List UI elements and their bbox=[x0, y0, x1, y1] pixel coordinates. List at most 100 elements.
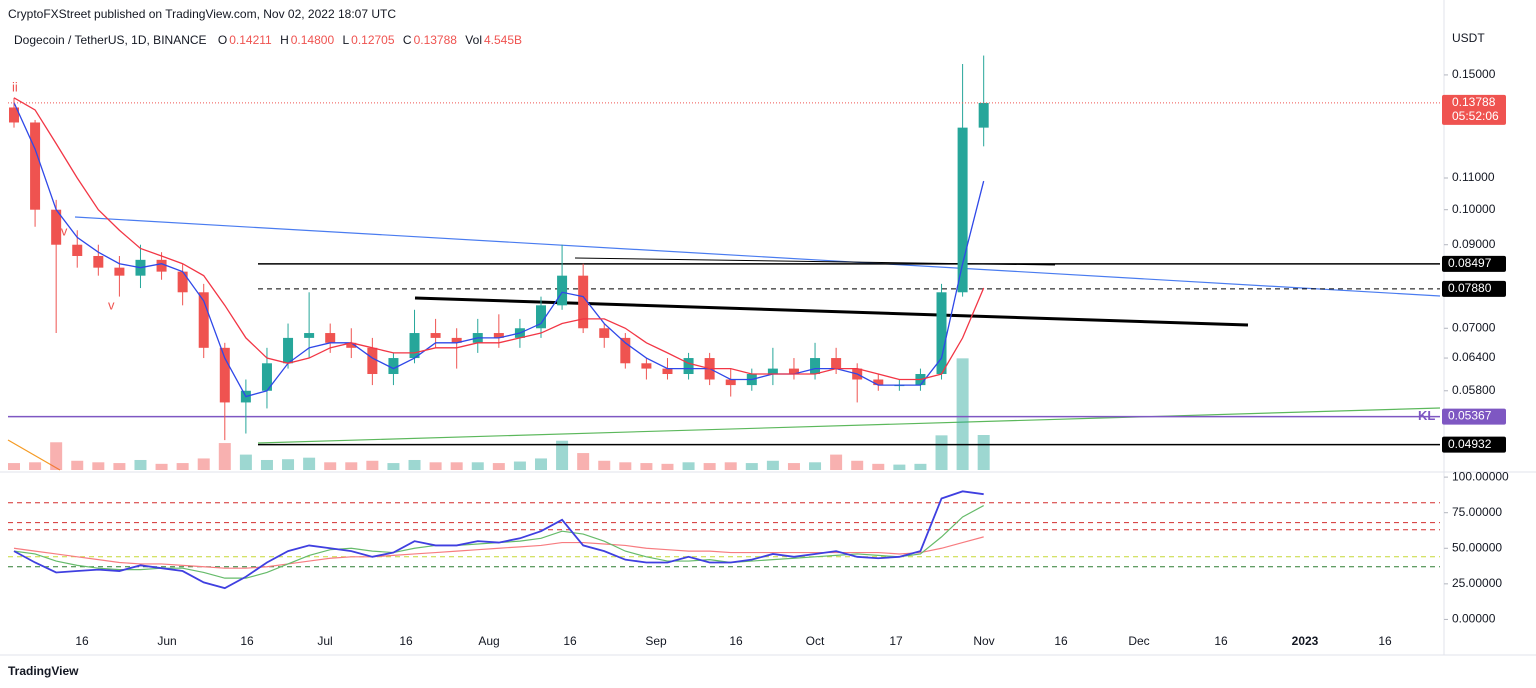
x-tick-label: Sep bbox=[645, 634, 667, 648]
volume-bar bbox=[92, 462, 105, 470]
volume-bar bbox=[661, 463, 674, 470]
volume-bar bbox=[8, 463, 20, 470]
volume-bar bbox=[366, 460, 379, 470]
volume-bar bbox=[851, 460, 864, 470]
volume-bar bbox=[556, 440, 569, 470]
last-price-label: 0.13788 bbox=[1452, 95, 1496, 109]
level-label: 0.07880 bbox=[1448, 281, 1492, 295]
volume-bar bbox=[619, 462, 632, 470]
candle-body bbox=[93, 255, 104, 268]
x-tick-label: 16 bbox=[399, 634, 413, 648]
volume-bar bbox=[345, 462, 358, 470]
ohlc-value: 4.545B bbox=[484, 33, 522, 47]
ohlc-key: L bbox=[342, 33, 349, 47]
ohlc-value: 0.12705 bbox=[351, 33, 395, 47]
x-tick-label: 16 bbox=[1054, 634, 1068, 648]
volume-bar bbox=[809, 462, 822, 470]
ohlc-value: 0.14800 bbox=[291, 33, 335, 47]
x-tick-label: 16 bbox=[240, 634, 254, 648]
wave-label: ii bbox=[12, 79, 18, 94]
volume-bar bbox=[260, 459, 273, 470]
candle-body bbox=[388, 358, 399, 375]
countdown: 05:52:06 bbox=[1452, 109, 1499, 123]
plot: 0.15000 0.11000 0.10000 0.09000 0.07000 0.064… bbox=[8, 55, 1509, 648]
level-box bbox=[1442, 436, 1506, 453]
trend-line bbox=[414, 296, 1249, 327]
volume-bar bbox=[429, 462, 442, 470]
candle-body bbox=[283, 337, 294, 364]
level-box bbox=[1442, 408, 1506, 425]
rsi-line bbox=[13, 490, 984, 590]
volume-bar bbox=[577, 453, 590, 470]
x-tick-label: 16 bbox=[1214, 634, 1228, 648]
x-tick-label: Jul bbox=[317, 634, 332, 648]
y-tick-label: 0.10000 bbox=[1452, 202, 1496, 216]
candle-body bbox=[641, 363, 652, 369]
volume-bar bbox=[282, 459, 295, 470]
candle-body bbox=[325, 333, 336, 343]
rsi-tick-label: 0.00000 bbox=[1452, 612, 1496, 626]
candle-body bbox=[30, 122, 41, 210]
volume-bar bbox=[218, 443, 231, 470]
level-label: 0.04932 bbox=[1448, 437, 1492, 451]
level-box bbox=[1442, 255, 1506, 272]
y-tick-label: 0.05800 bbox=[1452, 383, 1496, 397]
candle-body bbox=[430, 333, 441, 338]
volume-bar bbox=[766, 460, 779, 470]
candle-body bbox=[578, 275, 589, 329]
moving-average bbox=[13, 102, 985, 398]
level-label: 0.05367 bbox=[1448, 409, 1492, 423]
candle-body bbox=[198, 292, 209, 348]
volume-bar bbox=[155, 463, 168, 470]
volume-bar bbox=[956, 358, 969, 470]
candle-body bbox=[599, 328, 610, 338]
last-price-box bbox=[1442, 94, 1506, 125]
ohlc-key: C bbox=[403, 33, 412, 47]
volume-bar bbox=[71, 460, 84, 470]
volume-bar bbox=[640, 463, 653, 470]
candle-body bbox=[831, 358, 842, 369]
volume-bar bbox=[134, 459, 147, 470]
candle-body bbox=[304, 333, 315, 338]
x-tick-label: 17 bbox=[889, 634, 903, 648]
volume-bar bbox=[324, 462, 337, 470]
candle-body bbox=[451, 337, 462, 343]
x-tick-label: Dec bbox=[1128, 634, 1149, 648]
x-tick-label: 16 bbox=[563, 634, 577, 648]
candle-body bbox=[493, 333, 504, 338]
y-tick-label: 0.07000 bbox=[1452, 320, 1496, 334]
candle-body bbox=[367, 347, 378, 375]
ohlc-key: H bbox=[280, 33, 289, 47]
volume-bar bbox=[197, 458, 210, 470]
rsi-tick-label: 75.00000 bbox=[1452, 505, 1502, 519]
candle-body bbox=[219, 347, 230, 403]
candle-body bbox=[156, 259, 167, 272]
volume-bar bbox=[50, 442, 63, 470]
rsi-tick-label: 100.00000 bbox=[1452, 469, 1509, 483]
candle-body bbox=[767, 368, 778, 375]
x-tick-label: Oct bbox=[806, 634, 825, 648]
volume-bar bbox=[513, 461, 526, 470]
candle-body bbox=[51, 209, 62, 245]
candle-body bbox=[114, 267, 125, 276]
volume-bar bbox=[303, 457, 316, 470]
volume-bar bbox=[724, 462, 737, 470]
candle-body bbox=[957, 127, 968, 293]
level-box bbox=[1442, 280, 1506, 297]
rsi-tick-label: 50.00000 bbox=[1452, 540, 1502, 554]
volume-bar bbox=[492, 463, 505, 470]
candle-body bbox=[557, 275, 568, 306]
volume-bar bbox=[176, 463, 189, 470]
x-tick-label: 2023 bbox=[1292, 634, 1319, 648]
candle-body bbox=[662, 368, 673, 375]
volume-bar bbox=[113, 463, 126, 470]
x-tick-label: Nov bbox=[973, 634, 994, 648]
level-label: 0.08497 bbox=[1448, 256, 1492, 270]
candle-body bbox=[978, 102, 989, 128]
x-tick-label: 16 bbox=[1378, 634, 1392, 648]
candle-body bbox=[810, 358, 821, 375]
volume-bar bbox=[535, 458, 547, 470]
candle-body bbox=[261, 363, 272, 391]
volume-bar bbox=[745, 463, 758, 470]
